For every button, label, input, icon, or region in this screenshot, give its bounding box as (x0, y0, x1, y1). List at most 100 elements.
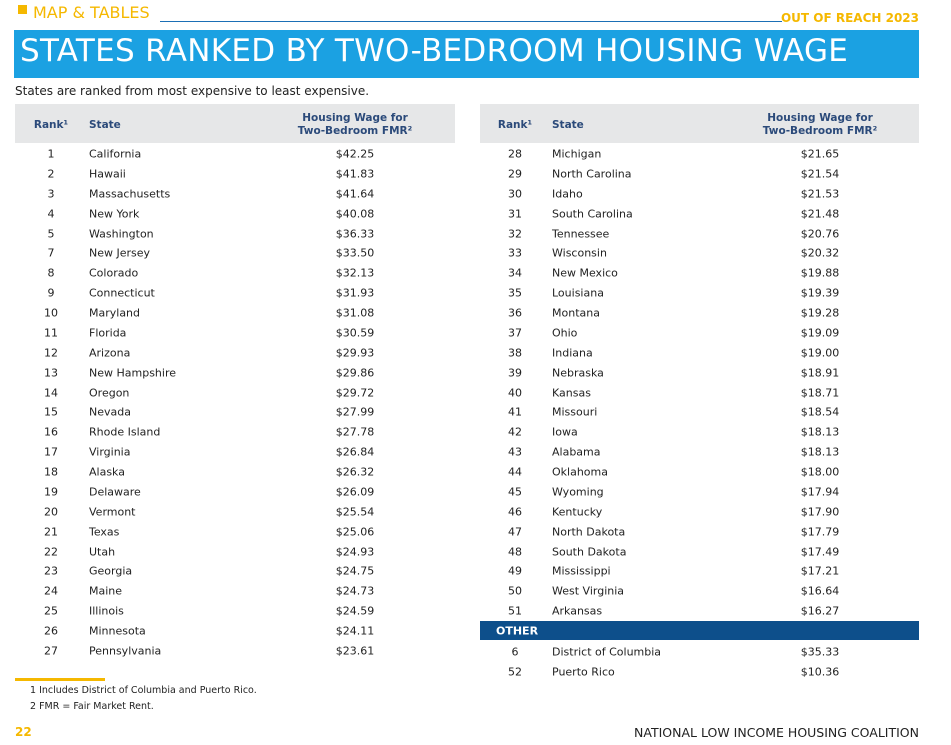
wage: $29.93 (335, 346, 375, 360)
rank: 30 (508, 187, 522, 201)
wage: $16.27 (800, 604, 840, 618)
state: West Virginia (552, 584, 625, 598)
wage: $24.93 (335, 545, 375, 559)
state: Pennsylvania (89, 644, 162, 658)
wage: $19.88 (800, 266, 840, 280)
rank: 50 (508, 584, 522, 598)
rank: 7 (47, 246, 55, 260)
wage: $21.54 (800, 167, 840, 181)
wage: $27.78 (335, 425, 375, 439)
wage: $17.90 (800, 505, 840, 519)
title: STATES RANKED BY TWO-BEDROOM HOUSING WAG… (20, 33, 849, 69)
rank: 2 (47, 167, 55, 181)
rank: 31 (508, 207, 522, 221)
state: Mississippi (552, 564, 611, 578)
column-header: Housing Wage for Two-Bedroom FMR² (762, 112, 878, 137)
wage: $17.94 (800, 485, 840, 499)
state: Georgia (89, 564, 133, 578)
state: Colorado (89, 266, 139, 280)
wage: $33.50 (335, 246, 375, 260)
rank: 13 (44, 366, 58, 380)
wage: $17.21 (800, 564, 840, 578)
state: North Dakota (552, 525, 626, 539)
rank: 3 (47, 187, 55, 201)
wage: $41.83 (335, 167, 375, 181)
state: Iowa (552, 425, 578, 439)
state: Arizona (89, 346, 131, 360)
rank: 19 (44, 485, 58, 499)
rank: 27 (44, 644, 58, 658)
rank: 10 (44, 306, 58, 320)
rank: 1 (47, 147, 55, 161)
header-band (15, 104, 455, 143)
wage: $24.11 (335, 624, 375, 638)
wage: $18.54 (800, 405, 840, 419)
rank: 25 (44, 604, 58, 618)
rank: 35 (508, 286, 522, 300)
rank: 22 (44, 545, 58, 559)
wage: $18.71 (800, 386, 840, 400)
state: Texas (89, 525, 120, 539)
rank: 38 (508, 346, 522, 360)
state: Utah (89, 545, 116, 559)
rank: 14 (44, 386, 58, 400)
rank: 20 (44, 505, 58, 519)
rank: 45 (508, 485, 522, 499)
wage: $31.08 (335, 306, 375, 320)
state: Minnesota (89, 624, 146, 638)
rank: 4 (47, 207, 55, 221)
state: Hawaii (89, 167, 126, 181)
wage: $17.79 (800, 525, 840, 539)
state: Nevada (89, 405, 131, 419)
wage: $10.36 (800, 665, 840, 679)
wage: $25.54 (335, 505, 375, 519)
rank: 46 (508, 505, 522, 519)
state: Idaho (552, 187, 583, 201)
wage: $29.72 (335, 386, 375, 400)
rank: 37 (508, 326, 522, 340)
rank: 28 (508, 147, 522, 161)
rank: 21 (44, 525, 58, 539)
state: Louisiana (552, 286, 604, 300)
state: Oklahoma (552, 465, 608, 479)
wage: $18.00 (800, 465, 840, 479)
rank: 47 (508, 525, 522, 539)
wage: $19.00 (800, 346, 840, 360)
rank: 26 (44, 624, 58, 638)
wage: $20.76 (800, 227, 840, 241)
rank: 8 (47, 266, 55, 280)
rank: 17 (44, 445, 58, 459)
header-rule (160, 21, 782, 22)
rank: 5 (47, 227, 55, 241)
wage: $18.91 (800, 366, 840, 380)
wage: $24.75 (335, 564, 375, 578)
column-header: Rank¹ (497, 119, 533, 131)
rank: 49 (508, 564, 522, 578)
rank: 24 (44, 584, 58, 598)
subtitle: States are ranked from most expensive to… (15, 84, 370, 98)
wage: $31.93 (335, 286, 375, 300)
state: New Jersey (89, 246, 151, 260)
other-band (480, 621, 919, 641)
wage: $20.32 (800, 246, 840, 260)
footnote-rule (15, 678, 105, 681)
rank: 33 (508, 246, 522, 260)
rank: 36 (508, 306, 522, 320)
rank: 11 (44, 326, 58, 340)
state: New Hampshire (89, 366, 177, 380)
rank: 42 (508, 425, 522, 439)
state: South Carolina (552, 207, 633, 221)
state: New Mexico (552, 266, 618, 280)
rank: 48 (508, 545, 522, 559)
state: California (89, 147, 142, 161)
state: South Dakota (552, 545, 627, 559)
state: Florida (89, 326, 127, 340)
wage: $18.13 (800, 425, 840, 439)
wage: $19.28 (800, 306, 840, 320)
wage: $30.59 (335, 326, 375, 340)
rank: 15 (44, 405, 58, 419)
state: Indiana (552, 346, 593, 360)
publication: OUT OF REACH 2023 (780, 11, 919, 25)
rank: 12 (44, 346, 58, 360)
